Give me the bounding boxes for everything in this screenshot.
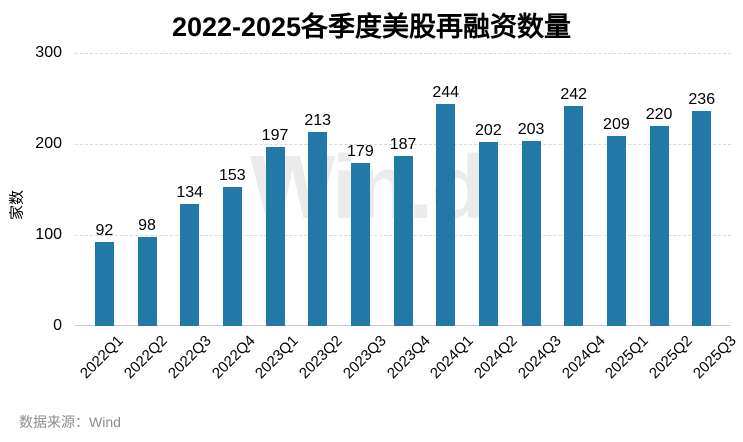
x-tick-label: 2023Q1 (252, 332, 303, 383)
bar-value-label: 220 (645, 105, 673, 123)
plot-area: 92 98 134 153 197 213 179 187 244 202 203 242 209 220… (75, 53, 731, 326)
bars-row: 92 98 134 153 197 213 179 187 244 202 203 242 209 220… (75, 53, 731, 326)
bar-slot: 209 (595, 53, 638, 326)
bar-value-label: 202 (475, 122, 502, 140)
bar (94, 242, 114, 326)
bar-value-label: 98 (138, 216, 156, 234)
bar (692, 111, 712, 326)
x-tick-slot: 2025Q3 (690, 328, 740, 402)
x-tick-label: 2022Q3 (164, 332, 215, 383)
bar-value-label: 213 (304, 112, 332, 130)
x-tick-label: 2024Q2 (471, 332, 521, 383)
bar (564, 105, 584, 326)
bar-value-label: 197 (261, 126, 289, 144)
x-tick-label: 2025Q2 (645, 332, 696, 383)
bar-value-label: 92 (95, 222, 114, 240)
x-tick-slot: 2025Q1 (602, 328, 652, 402)
x-tick-slot: 2023Q2 (296, 328, 346, 402)
bar (265, 146, 285, 326)
chart-title: 2022-2025各季度美股再融资数量 (171, 12, 572, 42)
x-tick-label: 2023Q2 (296, 332, 346, 383)
bar (478, 142, 498, 326)
bar-value-label: 209 (603, 115, 630, 133)
bar-value-label: 134 (176, 184, 204, 202)
y-tick-label: 0 (53, 317, 62, 334)
y-axis-label: 家数 (8, 189, 26, 221)
bar-value-label: 153 (219, 166, 246, 184)
bar (521, 141, 541, 326)
x-tick-slot: 2024Q2 (471, 328, 521, 402)
bar-value-label: 236 (688, 91, 716, 109)
bar-slot: 92 (83, 53, 126, 326)
x-tick-slot: 2022Q3 (165, 328, 215, 402)
bar-slot: 236 (680, 53, 723, 326)
bar (436, 103, 456, 326)
bar-value-label: 179 (347, 143, 374, 161)
x-labels-row: 2022Q1 2022Q2 2022Q3 2022Q4 2023Q1 2023Q2 2023… (75, 328, 743, 402)
x-tick-slot: 2025Q2 (646, 328, 696, 402)
bar-value-label: 242 (560, 85, 588, 103)
x-tick-label: 2022Q1 (77, 332, 128, 383)
bar-slot: 153 (211, 53, 254, 326)
x-tick-label: 2024Q4 (558, 332, 609, 383)
bar-slot: 187 (382, 53, 425, 326)
x-tick-label: 2023Q3 (339, 332, 390, 383)
x-tick-slot: 2024Q3 (515, 328, 565, 402)
x-tick-slot: 2022Q4 (209, 328, 259, 402)
y-axis: 0 100 200 300 (0, 45, 62, 334)
gridline (75, 53, 731, 54)
bar (180, 204, 200, 326)
gridline (75, 144, 731, 145)
x-tick-slot: 2023Q4 (384, 328, 434, 402)
bar-slot: 98 (126, 53, 169, 326)
bar-slot: 197 (254, 53, 297, 326)
x-tick-slot: 2023Q1 (252, 328, 302, 402)
x-tick-slot: 2023Q3 (340, 328, 390, 402)
x-tick-slot: 2024Q4 (558, 328, 608, 402)
bar-slot: 203 (510, 53, 553, 326)
data-source-label: 数据来源：Wind (19, 414, 121, 430)
bar (137, 236, 157, 326)
x-tick-slot: 2024Q1 (427, 328, 477, 402)
x-tick-slot: 2022Q1 (77, 328, 127, 402)
x-tick-slot: 2022Q2 (121, 328, 171, 402)
bar-value-label: 244 (432, 83, 460, 101)
bar (606, 135, 626, 326)
bar-value-label: 187 (389, 135, 417, 153)
bar-slot: 220 (638, 53, 681, 326)
bar-value-label: 203 (517, 121, 545, 139)
x-tick-label: 2024Q3 (514, 332, 565, 383)
bar-slot: 242 (552, 53, 595, 326)
bar-slot: 244 (424, 53, 467, 326)
x-tick-label: 2024Q1 (427, 332, 478, 383)
bar (222, 186, 242, 326)
y-tick-label: 100 (35, 226, 62, 243)
x-tick-label: 2023Q4 (383, 332, 434, 383)
bar (649, 125, 669, 326)
bar (393, 155, 413, 326)
bar-slot: 202 (467, 53, 510, 326)
bar (350, 163, 370, 326)
bar-slot: 179 (339, 53, 382, 326)
bar (308, 132, 328, 326)
bar-slot: 134 (168, 53, 211, 326)
y-tick-label: 200 (35, 135, 62, 152)
y-tick-label: 300 (35, 44, 62, 61)
bar-slot: 213 (296, 53, 339, 326)
x-tick-label: 2025Q3 (689, 332, 740, 383)
x-tick-label: 2025Q1 (602, 332, 653, 383)
x-tick-label: 2022Q4 (208, 332, 259, 383)
x-tick-label: 2022Q2 (121, 332, 171, 383)
